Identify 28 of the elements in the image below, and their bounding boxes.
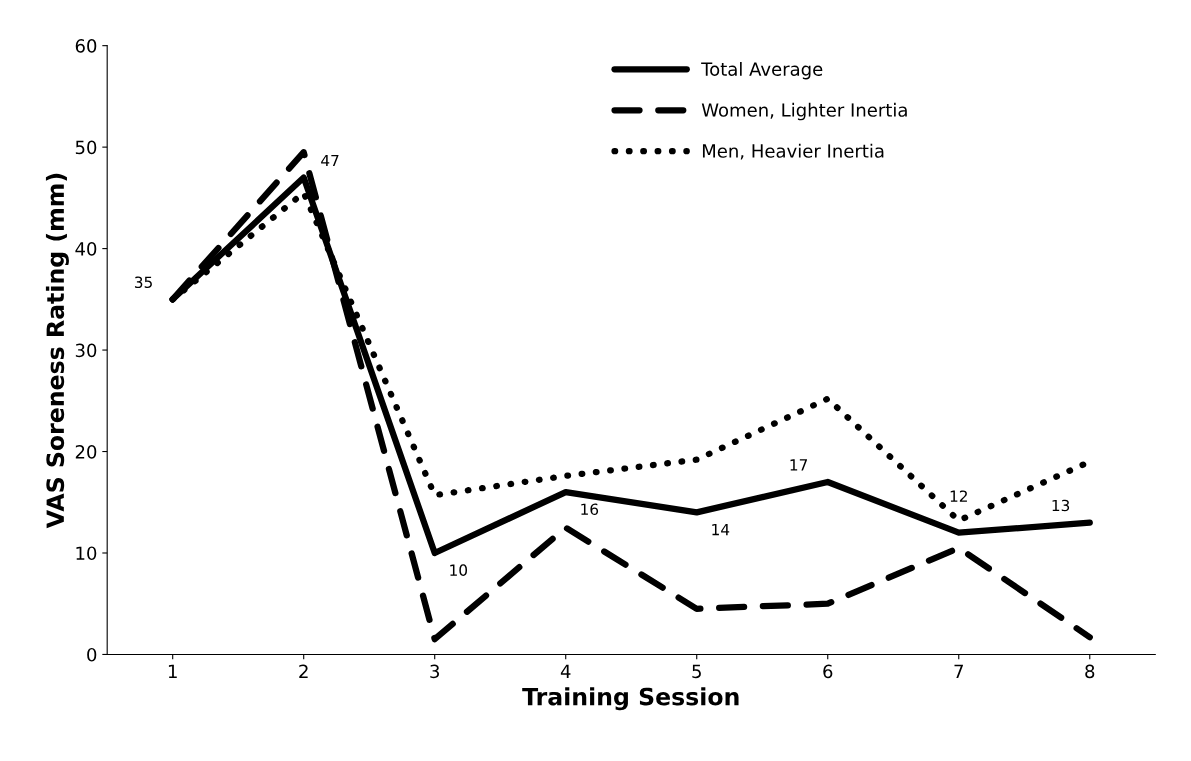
y-axis-title: VAS Soreness Rating (mm) [45, 173, 69, 529]
x-tick-label: 4 [560, 664, 571, 678]
legend-label: Women, Lighter Inertia [701, 102, 907, 121]
y-tick-label: 0 [87, 647, 97, 662]
data-label: 13 [1052, 499, 1070, 512]
x-tick-label: 7 [954, 664, 963, 678]
x-tick-label: 2 [299, 664, 308, 678]
x-tick-label: 5 [692, 664, 701, 679]
data-label: 10 [450, 564, 468, 576]
y-tick-label: 60 [75, 39, 97, 53]
data-label: 47 [321, 154, 339, 167]
data-label: 16 [581, 503, 599, 516]
y-tick-label: 40 [75, 242, 97, 256]
x-tick-label: 8 [1085, 664, 1095, 679]
x-tick-label: 1 [168, 664, 177, 678]
data-label: 14 [712, 523, 730, 536]
legend-label: Men, Heavier Inertia [702, 143, 884, 160]
data-label: 17 [790, 459, 807, 471]
legend-label: Total Average [701, 61, 823, 80]
y-tick-label: 50 [75, 140, 97, 155]
data-label: 35 [134, 276, 152, 289]
x-tick-label: 6 [823, 664, 833, 679]
x-axis-title: Training Session [522, 687, 739, 711]
y-tick-label: 20 [75, 444, 97, 459]
data-label: 12 [950, 490, 967, 502]
y-tick-label: 30 [75, 343, 97, 358]
y-tick-label: 10 [76, 546, 97, 561]
x-tick-label: 3 [430, 664, 440, 679]
